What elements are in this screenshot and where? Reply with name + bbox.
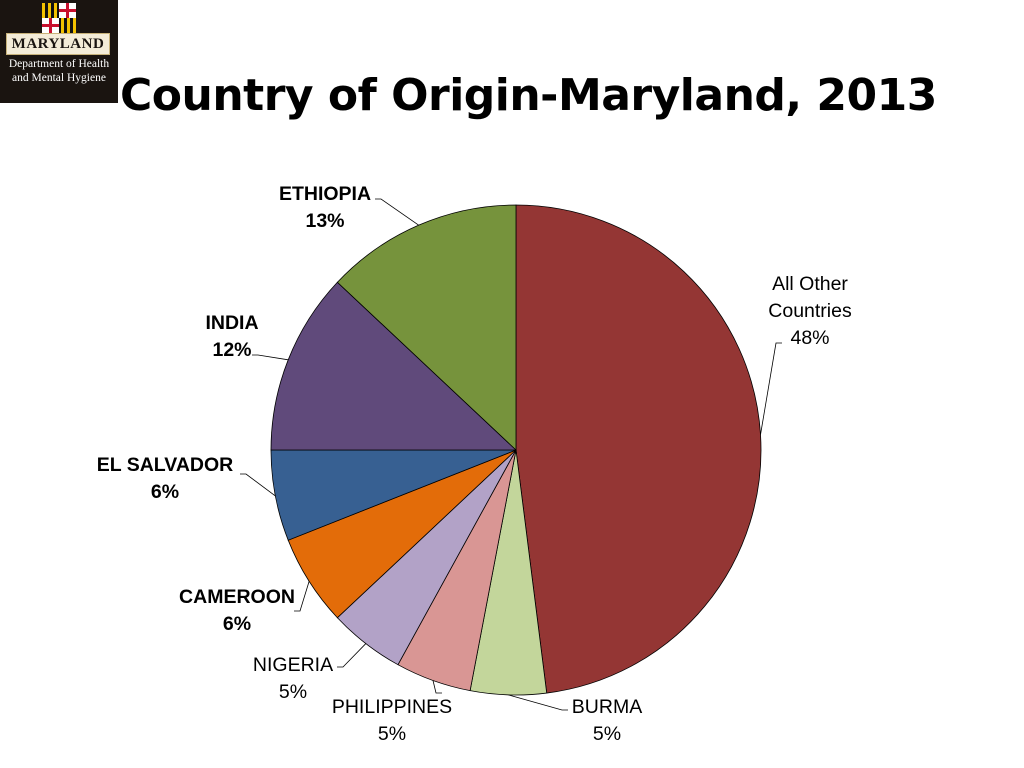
pie-slice-ethiopia [336,204,517,451]
pie-slice-india [270,281,518,451]
slice-label-ethiopia: ETHIOPIA 13% [279,183,371,232]
slice-value-label: 5% [593,723,621,745]
mdh-logo: MARYLAND Department of Health and Mental… [0,0,118,103]
slice-name-label: CAMEROON [179,586,295,608]
leader-line-cameroon [294,581,310,612]
slice-name-label: EL SALVADOR [97,454,234,476]
logo-state-text: MARYLAND [6,33,110,55]
slice-value-label: 5% [378,723,406,745]
leader-line-philippines [432,680,442,694]
slice-name-label: Countries [768,300,852,322]
slice-name-label: ETHIOPIA [279,183,371,205]
leader-line-ethiopia [375,198,419,226]
logo-dept-line-2: and Mental Hygiene [12,72,106,84]
leader-line-india [252,354,289,361]
slice-value-label: 12% [212,339,251,361]
slice-name-label: PHILIPPINES [332,696,452,718]
slice-label-nigeria: NIGERIA 5% [253,654,333,703]
page-title: Country of Origin-Maryland, 2013 [120,70,937,121]
slice-label-cameroon: CAMEROON 6% [179,586,295,635]
slice-value-label: 5% [279,681,307,703]
leader-line-el-salvador [240,473,276,497]
slice-value-label: 6% [223,613,251,635]
slice-label-philippines: PHILIPPINES 5% [332,696,452,745]
slice-label-burma: BURMA 5% [572,696,642,745]
slice-name-label: INDIA [205,312,258,334]
logo-department-text: Department of Health and Mental Hygiene [2,57,116,85]
leader-line-burma [508,694,568,711]
slice-value-label: 6% [151,481,179,503]
slice-label-india: INDIA 12% [205,312,258,361]
slice-label-all-other-countries: All Other Countries 48% [768,273,852,349]
logo-dept-line-1: Department of Health [8,58,110,70]
leader-line-all-other-countries [760,342,782,435]
slice-label-el-salvador: EL SALVADOR 6% [97,454,234,503]
slice-value-label: 48% [790,327,829,349]
slice-value-label: 13% [305,210,344,232]
slice-name-label: BURMA [572,696,642,718]
slice-name-label: NIGERIA [253,654,333,676]
maryland-flag-icon [42,3,76,33]
slice-name-label: All Other [772,273,848,295]
pie-slice-all-other-countries [515,204,762,694]
leader-line-nigeria [337,643,367,668]
